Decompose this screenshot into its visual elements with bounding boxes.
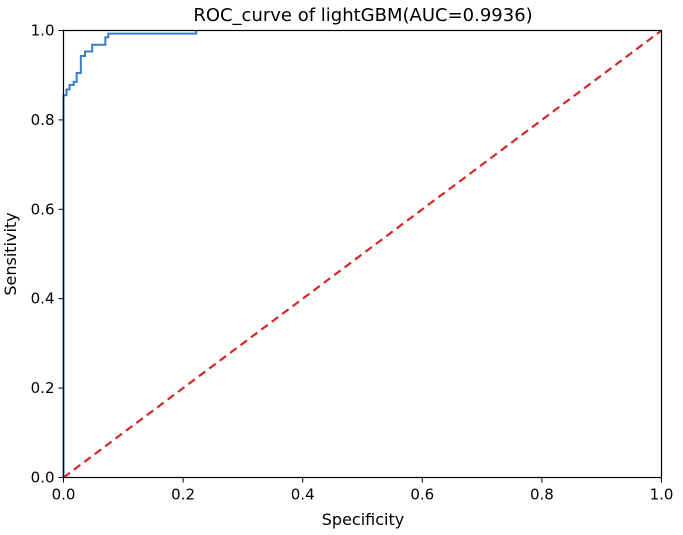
x-tick-label: 0.0 [52,486,76,504]
x-tick-label: 0.4 [291,486,315,504]
x-tick-label: 0.2 [171,486,195,504]
x-tick-label: 0.8 [530,486,554,504]
series-layer [62,29,663,479]
x-axis-label: Specificity [322,510,404,529]
x-tick-label: 1.0 [650,486,674,504]
y-tick-label: 1.0 [31,22,55,40]
chart-title: ROC_curve of lightGBM(AUC=0.9936) [193,5,532,26]
y-tick-label: 0.8 [31,111,55,129]
y-tick-label: 0.0 [31,469,55,487]
x-tick-label: 0.6 [410,486,434,504]
roc-curve-line [62,30,198,478]
plot-frame [62,29,663,479]
y-tick-label: 0.6 [31,200,55,218]
y-tick-label: 0.2 [31,379,55,397]
y-tick-label: 0.4 [31,290,55,308]
reference-diagonal-line [62,29,663,479]
ticks-layer: 0.0 0.2 0.4 0.6 0.8 1.0 0.0 0.2 0.4 0.6 0.8 1.0 [31,22,674,504]
y-axis-label: Sensitivity [1,212,20,295]
